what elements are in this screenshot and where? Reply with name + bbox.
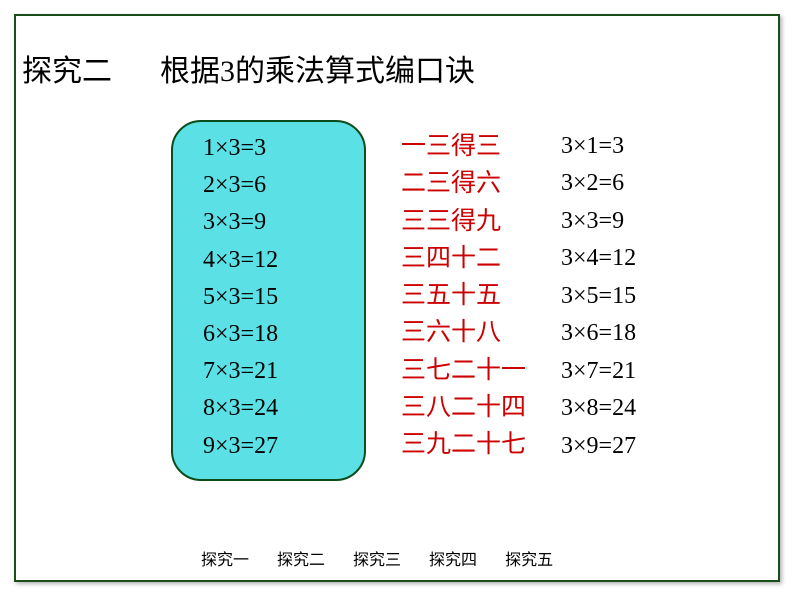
content-area: 1×3=3 2×3=6 3×3=9 4×3=12 5×3=15 6×3=18 7… (16, 90, 778, 481)
mnemonic: 三五十五 (401, 277, 526, 314)
right-eq: 3×9=27 (561, 428, 636, 465)
mnemonic: 三六十八 (401, 314, 526, 351)
right-eq: 3×5=15 (561, 278, 636, 315)
mnemonic: 三八二十四 (401, 389, 526, 426)
middle-column: 一三得三 二三得六 三三得九 三四十二 三五十五 三六十八 三七二十一 三八二十… (401, 120, 526, 481)
nav-item-2[interactable]: 探究二 (277, 546, 325, 570)
right-column: 3×1=3 3×2=6 3×3=9 3×4=12 3×5=15 3×6=18 3… (561, 120, 636, 481)
title-left: 探究二 (22, 46, 112, 90)
left-eq: 9×3=27 (203, 428, 334, 465)
left-eq: 4×3=12 (203, 242, 334, 279)
nav-row: 探究一 探究二 探究三 探究四 探究五 (201, 546, 553, 570)
left-column: 1×3=3 2×3=6 3×3=9 4×3=12 5×3=15 6×3=18 7… (203, 130, 334, 465)
slide-frame: 探究二 根据3的乘法算式编口诀 1×3=3 2×3=6 3×3=9 4×3=12… (14, 14, 780, 582)
right-eq: 3×7=21 (561, 353, 636, 390)
nav-item-1[interactable]: 探究一 (201, 546, 249, 570)
nav-item-4[interactable]: 探究四 (429, 546, 477, 570)
right-eq: 3×6=18 (561, 315, 636, 352)
title-right: 根据3的乘法算式编口诀 (160, 46, 475, 90)
mnemonic: 一三得三 (401, 128, 526, 165)
title-row: 探究二 根据3的乘法算式编口诀 (16, 16, 778, 90)
right-eq: 3×4=12 (561, 240, 636, 277)
right-eq: 3×3=9 (561, 203, 636, 240)
equations-box-left: 1×3=3 2×3=6 3×3=9 4×3=12 5×3=15 6×3=18 7… (171, 120, 366, 481)
nav-item-3[interactable]: 探究三 (353, 546, 401, 570)
mnemonic: 三三得九 (401, 203, 526, 240)
left-eq: 8×3=24 (203, 390, 334, 427)
left-eq: 2×3=6 (203, 167, 334, 204)
left-eq: 1×3=3 (203, 130, 334, 167)
mnemonic: 二三得六 (401, 165, 526, 202)
mnemonic: 三九二十七 (401, 426, 526, 463)
mnemonic: 三四十二 (401, 240, 526, 277)
nav-item-5[interactable]: 探究五 (505, 546, 553, 570)
mnemonic: 三七二十一 (401, 352, 526, 389)
right-eq: 3×8=24 (561, 390, 636, 427)
right-eq: 3×1=3 (561, 128, 636, 165)
left-eq: 5×3=15 (203, 279, 334, 316)
left-eq: 3×3=9 (203, 204, 334, 241)
right-eq: 3×2=6 (561, 165, 636, 202)
left-eq: 7×3=21 (203, 353, 334, 390)
left-eq: 6×3=18 (203, 316, 334, 353)
